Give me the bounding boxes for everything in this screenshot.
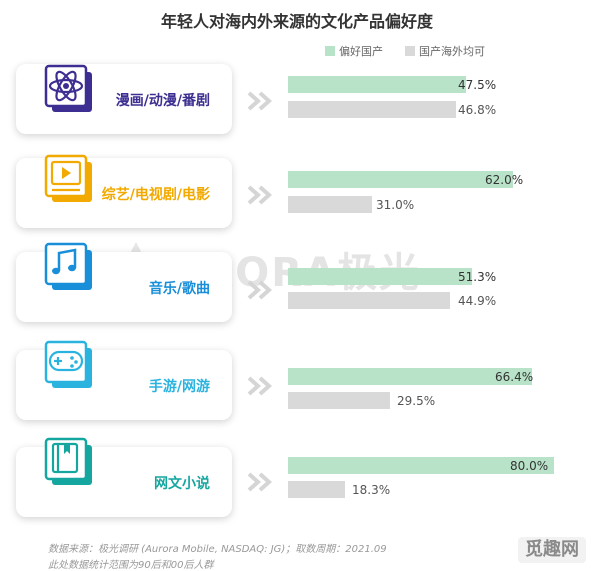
- bar-domestic-variety: [288, 171, 513, 188]
- value-label-overseas-novel: 18.3%: [352, 483, 391, 497]
- legend-label-overseas: 国产海外均可: [419, 45, 485, 58]
- legend-label-domestic: 偏好国产: [339, 45, 383, 58]
- category-card-game: 手游/网游: [16, 340, 232, 420]
- bar-domestic-music: [288, 268, 472, 285]
- chart-title: 年轻人对海内外来源的文化产品偏好度: [160, 12, 433, 31]
- bar-overseas-variety: [288, 196, 372, 213]
- chevron-right-icon: [247, 376, 273, 396]
- bar-domestic-novel: [288, 457, 554, 474]
- value-label-overseas-variety: 31.0%: [376, 198, 415, 212]
- category-label-anime: 漫画/动漫/番剧: [115, 93, 210, 109]
- site-watermark: 觅趣网: [518, 537, 586, 563]
- category-card-anime: 漫画/动漫/番剧: [16, 64, 232, 134]
- legend: 偏好国产 国产海外均可: [325, 43, 485, 59]
- category-label-game: 手游/网游: [148, 379, 210, 395]
- category-label-music: 音乐/歌曲: [148, 281, 210, 297]
- book-icon: [44, 437, 92, 485]
- footnote-source: 数据来源：极光调研 (Aurora Mobile, NASDAQ: JG)；取数…: [48, 544, 387, 555]
- value-label-overseas-anime: 46.8%: [458, 103, 497, 117]
- value-label-domestic-music: 51.3%: [458, 270, 497, 284]
- category-card-variety: 综艺/电视剧/电影: [16, 154, 232, 228]
- gamepad-icon: [44, 340, 92, 388]
- value-label-overseas-game: 29.5%: [397, 394, 436, 408]
- bar-overseas-game: [288, 392, 390, 409]
- bar-overseas-music: [288, 292, 450, 309]
- legend-swatch-overseas: [405, 46, 415, 56]
- chevron-right-icon: [247, 472, 273, 492]
- category-label-variety: 综艺/电视剧/电影: [101, 187, 210, 203]
- legend-swatch-domestic: [325, 46, 335, 56]
- chevron-right-icon: [247, 185, 273, 205]
- chevron-right-icon: [247, 280, 273, 300]
- legend-item-overseas: 国产海外均可: [405, 43, 485, 59]
- value-label-overseas-music: 44.9%: [458, 294, 497, 308]
- atom-icon: [44, 64, 92, 112]
- video-play-icon: [44, 154, 92, 202]
- chevron-right-icon: [247, 91, 273, 111]
- value-label-domestic-novel: 80.0%: [510, 459, 549, 473]
- site-watermark-text: 觅趣网: [525, 539, 579, 560]
- music-note-icon: [44, 242, 92, 290]
- bar-domestic-game: [288, 368, 532, 385]
- bar-domestic-anime: [288, 76, 466, 93]
- legend-item-domestic: 偏好国产: [325, 43, 383, 59]
- category-card-music: 音乐/歌曲: [16, 242, 232, 322]
- category-card-novel: 网文小说: [16, 437, 232, 517]
- category-label-novel: 网文小说: [154, 476, 210, 492]
- footnote-scope: 此处数据统计范围为90后和00后人群: [48, 560, 214, 571]
- value-label-domestic-variety: 62.0%: [485, 173, 524, 187]
- bar-overseas-novel: [288, 481, 345, 498]
- bar-overseas-anime: [288, 101, 456, 118]
- value-label-domestic-game: 66.4%: [495, 370, 534, 384]
- value-label-domestic-anime: 47.5%: [458, 78, 497, 92]
